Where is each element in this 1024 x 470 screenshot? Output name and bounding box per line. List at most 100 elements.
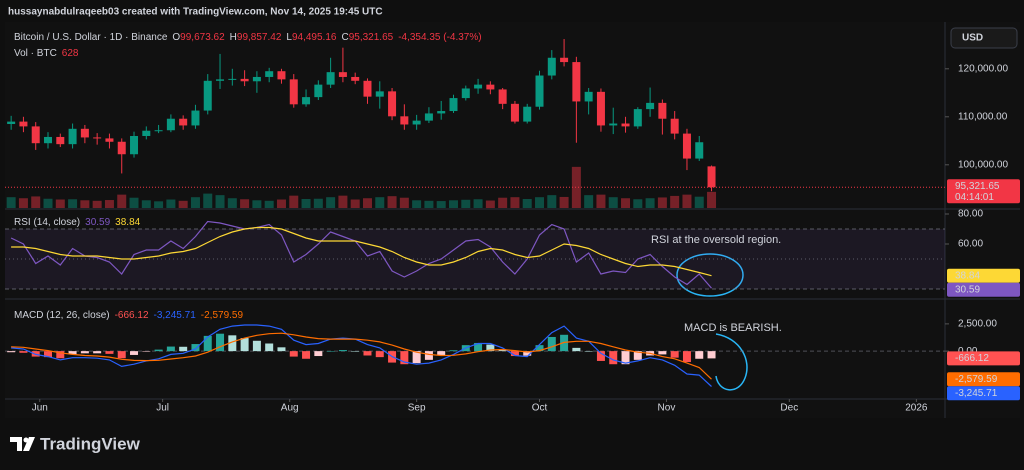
- rsi-badge: [947, 282, 1020, 297]
- histogram-bar: [203, 335, 212, 352]
- histogram-bar: [265, 343, 274, 352]
- histogram-bar: [179, 346, 188, 352]
- logo-mark: [23, 437, 35, 451]
- histogram-bar: [707, 351, 716, 359]
- x-tick-label: Sep: [408, 403, 426, 414]
- candle-body: [314, 84, 323, 98]
- volume-bar: [6, 197, 16, 208]
- candle-body: [179, 118, 188, 126]
- candle-body: [437, 111, 446, 114]
- candle-body: [547, 57, 556, 76]
- volume-bar: [350, 199, 360, 208]
- histogram-bar: [7, 351, 16, 353]
- countdown: 04:14:01: [955, 192, 994, 203]
- volume-bar: [240, 199, 250, 208]
- x-tick-label: Aug: [281, 403, 299, 414]
- candle-body: [338, 72, 347, 77]
- rsi-value: 38.84: [115, 217, 140, 228]
- volume-bar: [92, 200, 102, 208]
- volume-bar: [338, 195, 348, 208]
- candle-body: [80, 128, 89, 138]
- volume-bar: [43, 198, 53, 208]
- annotation-circle: [676, 253, 744, 297]
- volume-bar: [326, 197, 336, 208]
- legend: Vol · BTC 628: [14, 48, 79, 59]
- price-badge-label: 95,321.65: [955, 181, 1000, 192]
- volume-bar: [670, 195, 680, 208]
- histogram-bar: [56, 351, 65, 359]
- histogram-bar: [44, 351, 53, 358]
- credit: hussaynabdulraqeeb03 created with Tradin…: [8, 7, 383, 18]
- logo: [10, 437, 35, 451]
- legend: RSI (14, close) 30.59 38.84: [14, 217, 141, 228]
- macd-badge: [947, 372, 1020, 387]
- volume-bar: [473, 199, 483, 208]
- candle-body: [191, 110, 200, 126]
- currency[interactable]: USD: [962, 33, 983, 44]
- histogram-bar: [166, 346, 175, 352]
- macd-line: [11, 332, 712, 380]
- candle-body: [523, 106, 532, 122]
- histogram-bar: [375, 351, 384, 358]
- currency-button[interactable]: [950, 27, 1018, 49]
- candle-body: [449, 98, 458, 112]
- rsi-band: [5, 229, 945, 289]
- candle-body: [424, 113, 433, 121]
- macd-badge-label: -666.12: [955, 353, 989, 364]
- volume-value: 628: [62, 48, 79, 59]
- ohlc-value: 94,495.16: [292, 32, 337, 43]
- annotation: RSI at the oversold region.: [651, 234, 781, 246]
- candle-body: [621, 123, 630, 127]
- volume-bar: [313, 198, 323, 208]
- volume-bar: [461, 199, 471, 208]
- volume-bar: [412, 200, 422, 208]
- volume-bar: [178, 200, 188, 208]
- histogram-bar: [412, 351, 421, 364]
- histogram-bar: [486, 344, 495, 352]
- candle-body: [646, 102, 655, 110]
- volume-bar: [387, 196, 397, 208]
- volume-bar: [203, 193, 213, 208]
- volume-bar: [252, 200, 262, 208]
- histogram-bar: [130, 351, 139, 355]
- volume-bar: [510, 197, 520, 208]
- volume-bar: [276, 199, 286, 208]
- volume-bar: [55, 199, 65, 208]
- volume-bar: [68, 199, 78, 208]
- volume-bar: [129, 197, 139, 208]
- histogram-bar: [19, 351, 28, 353]
- macd-line: [11, 324, 712, 387]
- histogram-bar: [216, 333, 225, 352]
- volume-bar: [166, 199, 176, 208]
- rsi-title: RSI (14, close): [14, 217, 80, 228]
- volume-bar: [633, 199, 643, 208]
- candle-body: [510, 103, 519, 122]
- candle-body: [596, 91, 605, 126]
- candle-body: [609, 123, 618, 126]
- histogram-bar: [142, 351, 151, 352]
- x-tick-label: Jul: [156, 403, 169, 414]
- ohlc-key: C: [341, 32, 348, 43]
- histogram-bar: [658, 351, 667, 355]
- candle-body: [498, 89, 507, 104]
- y-tick-label: 120,000.00: [958, 63, 1008, 74]
- candle-body: [535, 75, 544, 107]
- candle-body: [572, 62, 581, 102]
- candle-body: [363, 80, 372, 97]
- histogram-bar: [609, 351, 618, 365]
- y-tick-label: 2,500.00: [958, 319, 997, 330]
- candle-body: [400, 116, 409, 125]
- macd-value: -666.12: [115, 310, 149, 321]
- candle-body: [461, 88, 470, 99]
- candle-body: [93, 137, 102, 139]
- volume-bar: [104, 200, 114, 208]
- histogram-bar: [596, 351, 605, 361]
- histogram-bar: [498, 349, 507, 352]
- volume-bar: [498, 197, 508, 208]
- rsi-badge-label: 38.84: [955, 270, 980, 281]
- volume-bar: [645, 198, 655, 208]
- candle-body: [326, 72, 335, 85]
- x-tick-label: Nov: [658, 403, 676, 414]
- candle-body: [486, 84, 495, 90]
